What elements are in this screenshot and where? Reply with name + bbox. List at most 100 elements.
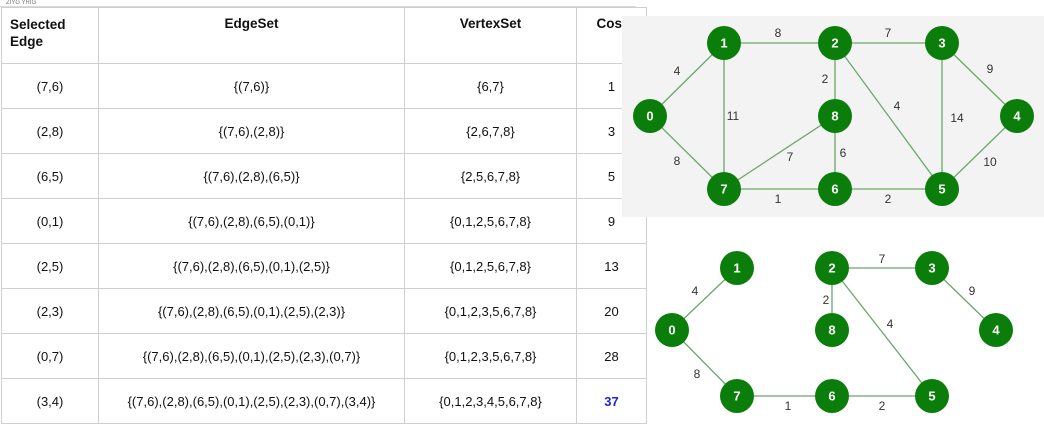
edge-weight-label: 4	[674, 64, 681, 78]
node-circle	[707, 172, 741, 206]
header-selected-edge: Selected Edge	[1, 7, 99, 64]
node-label: 0	[646, 108, 653, 123]
node-circle	[720, 251, 754, 285]
node-3: 3	[915, 251, 949, 285]
edge-weight-label: 2	[879, 399, 886, 413]
edge-1-2: 8	[724, 26, 835, 44]
cell-vertexset: {0,1,2,3,5,6,7,8}	[404, 288, 577, 334]
table-row: (7,6) {(7,6)} {6,7} 1	[1, 63, 647, 109]
node-5: 5	[915, 379, 949, 413]
edge-weight-label: 6	[840, 146, 847, 160]
node-3: 3	[925, 26, 959, 60]
node-0: 0	[633, 99, 667, 133]
node-label: 4	[992, 322, 1000, 337]
node-circle	[979, 313, 1013, 347]
edge-6-5: 2	[835, 188, 942, 206]
cell-cost: 20	[576, 288, 647, 334]
edge-1-7: 11	[723, 43, 740, 189]
node-6: 6	[818, 172, 852, 206]
node-circle	[818, 172, 852, 206]
node-label: 2	[831, 35, 838, 50]
cell-selected-edge: (0,7)	[1, 333, 99, 379]
edge-weight-label: 9	[987, 62, 994, 76]
edge-weight-label: 4	[692, 284, 699, 298]
edge-weight-label: 4	[894, 99, 901, 113]
node-label: 2	[828, 260, 835, 275]
node-circle	[815, 379, 849, 413]
node-2: 2	[815, 251, 849, 285]
node-label: 8	[828, 322, 835, 337]
edge-4-5: 10	[941, 115, 1018, 190]
edge-2-5: 4	[831, 267, 933, 397]
node-circle	[1000, 99, 1034, 133]
edge-line	[723, 115, 836, 190]
node-circle	[815, 251, 849, 285]
node-6: 6	[815, 379, 849, 413]
edge-weight-label: 11	[727, 109, 740, 123]
cell-edgeset: {(7,6)}	[98, 63, 405, 109]
node-circle	[915, 251, 949, 285]
node-circle	[818, 26, 852, 60]
node-circle	[915, 379, 949, 413]
cell-cost: 13	[576, 243, 647, 289]
edge-line	[831, 267, 933, 397]
node-8: 8	[815, 313, 849, 347]
node-label: 4	[1013, 108, 1021, 123]
cell-selected-edge: (2,5)	[1, 243, 99, 289]
header-edgeset: EdgeSet	[98, 7, 405, 64]
node-4: 4	[1000, 99, 1034, 133]
edge-weight-label: 8	[694, 367, 701, 381]
header-mark: ZIYG YRIG	[6, 0, 37, 6]
edge-weight-label: 2	[823, 293, 830, 307]
node-7: 7	[707, 172, 741, 206]
cell-vertexset: {0,1,2,5,6,7,8}	[404, 198, 577, 244]
node-7: 7	[720, 379, 754, 413]
node-label: 8	[831, 108, 838, 123]
edge-weight-label: 1	[775, 192, 782, 206]
edge-3-4: 9	[941, 42, 1018, 117]
node-circle	[818, 99, 852, 133]
edge-weight-label: 8	[674, 154, 681, 168]
node-label: 7	[733, 388, 740, 403]
edge-7-8: 7	[723, 115, 836, 190]
edge-weight-label: 4	[887, 317, 894, 331]
node-label: 6	[828, 388, 835, 403]
node-circle	[720, 379, 754, 413]
node-5: 5	[925, 172, 959, 206]
node-circle	[815, 313, 849, 347]
table-row: (0,1) {(7,6),(2,8),(6,5),(0,1)} {0,1,2,5…	[1, 198, 647, 244]
header-vertexset: VertexSet	[404, 7, 577, 64]
edge-weight-label: 10	[983, 155, 997, 169]
cell-edgeset: {(7,6),(2,8),(6,5)}	[98, 153, 405, 199]
node-4: 4	[979, 313, 1013, 347]
edge-0-7: 8	[649, 115, 725, 190]
edge-line	[834, 42, 943, 190]
node-label: 5	[928, 388, 935, 403]
node-8: 8	[818, 99, 852, 133]
cell-selected-edge: (7,6)	[1, 63, 99, 109]
cell-vertexset: {0,1,2,5,6,7,8}	[404, 243, 577, 289]
edge-weight-label: 2	[885, 192, 892, 206]
edge-3-5: 14	[941, 43, 964, 189]
edge-2-3: 7	[835, 26, 942, 44]
kruskal-steps-table: Selected Edge EdgeSet VertexSet Cost (7,…	[1, 7, 647, 424]
edge-weight-label: 7	[885, 26, 892, 40]
cell-cost: 28	[576, 333, 647, 379]
cell-vertexset: {2,6,7,8}	[404, 108, 577, 154]
node-circle	[633, 99, 667, 133]
edge-7-6: 1	[724, 188, 835, 206]
table-row: (2,8) {(7,6),(2,8)} {2,6,7,8} 3	[1, 108, 647, 154]
node-label: 3	[938, 35, 945, 50]
top-divider	[0, 6, 636, 7]
full-graph: 4 8 7 9 8 11 2 4 14 10 7 6 1 2 0 1 2 3 4 5 6 7 8	[633, 26, 1034, 206]
edge-line	[941, 115, 1018, 190]
node-label: 0	[668, 322, 675, 337]
cell-edgeset: {(7,6),(2,8),(6,5),(0,1),(2,5),(2,3),(0,…	[98, 333, 405, 379]
cell-edgeset: {(7,6),(2,8)}	[98, 108, 405, 154]
node-label: 1	[733, 260, 740, 275]
edge-weight-label: 1	[785, 399, 792, 413]
edge-weight-label: 7	[879, 252, 886, 266]
node-circle	[925, 26, 959, 60]
node-0: 0	[655, 313, 689, 347]
